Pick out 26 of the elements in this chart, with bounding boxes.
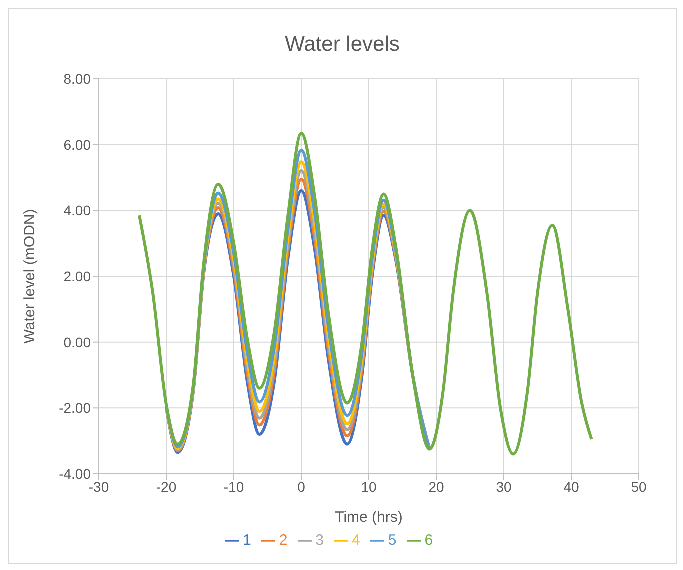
legend-label: 1 <box>242 532 252 549</box>
legend-label: 5 <box>388 532 397 549</box>
x-tick-label: 50 <box>631 478 647 495</box>
x-tick-label: -30 <box>88 478 110 495</box>
x-tick-label: -10 <box>224 478 244 495</box>
legend-label: 2 <box>279 532 288 549</box>
y-tick-label: 6.00 <box>64 136 92 153</box>
y-tick-label: 2.00 <box>64 268 92 284</box>
x-tick-label: 30 <box>496 478 512 495</box>
x-tick-label: 0 <box>298 478 306 495</box>
y-axis-title: Water level (mODN) <box>21 209 38 344</box>
line-series <box>138 132 594 456</box>
y-tick-label: 4.00 <box>64 202 92 219</box>
x-tick-label: 10 <box>361 478 377 495</box>
x-tick-label: -20 <box>156 478 177 495</box>
x-tick-label: 40 <box>564 478 580 495</box>
x-axis-title: Time (hrs) <box>335 509 403 526</box>
x-tick-label: 20 <box>428 478 444 495</box>
legend-label: 4 <box>352 532 360 549</box>
legend-label: 6 <box>424 532 434 549</box>
chart-title: Water levels <box>284 32 401 58</box>
legend-label: 3 <box>316 532 324 549</box>
y-tick-label: -4.00 <box>59 466 92 482</box>
y-tick-label: 0.00 <box>64 334 92 350</box>
y-tick-label: -2.00 <box>59 400 92 416</box>
y-tick-label: 8.00 <box>64 70 92 87</box>
